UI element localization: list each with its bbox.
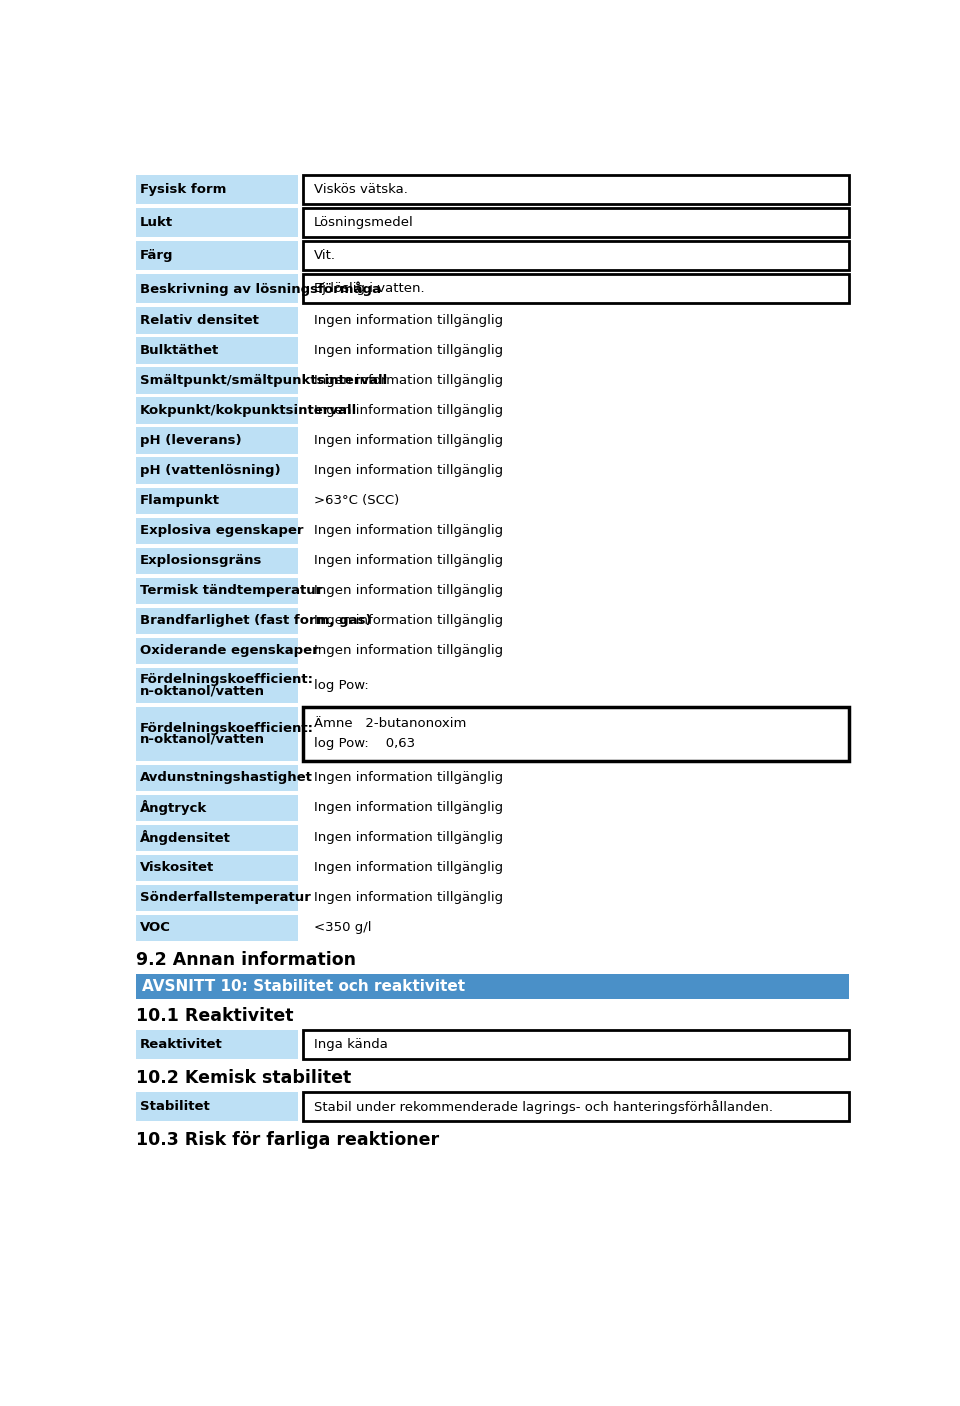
Text: n-oktanol/vatten: n-oktanol/vatten <box>140 685 265 697</box>
Text: Ingen information tillgänglig: Ingen information tillgänglig <box>314 344 503 357</box>
Bar <box>135 457 299 484</box>
Text: Fysisk form: Fysisk form <box>140 183 227 195</box>
Text: Brandfarlighet (fast form, gas): Brandfarlighet (fast form, gas) <box>140 614 372 627</box>
Bar <box>135 1029 299 1059</box>
Bar <box>135 308 299 333</box>
Text: Färg: Färg <box>140 249 174 263</box>
Bar <box>303 274 849 304</box>
Text: <350 g/l: <350 g/l <box>314 921 372 935</box>
Bar <box>135 915 299 941</box>
Bar <box>135 765 299 792</box>
Text: log Pow:    0,63: log Pow: 0,63 <box>314 737 415 751</box>
Text: Ingen information tillgänglig: Ingen information tillgänglig <box>314 614 503 627</box>
Bar <box>303 208 849 238</box>
Bar <box>303 174 849 204</box>
Text: Oxiderande egenskaper: Oxiderande egenskaper <box>140 644 319 657</box>
Bar <box>135 855 299 882</box>
Bar <box>135 367 299 394</box>
Bar <box>135 884 299 911</box>
Text: Viskös vätska.: Viskös vätska. <box>314 183 408 195</box>
Text: Kokpunkt/kokpunktsintervall: Kokpunkt/kokpunktsintervall <box>140 404 357 418</box>
Bar <box>303 1092 849 1121</box>
Bar <box>135 578 299 603</box>
Text: Stabil under rekommenderade lagrings- och hanteringsförhållanden.: Stabil under rekommenderade lagrings- oc… <box>314 1099 773 1114</box>
Bar <box>135 240 299 270</box>
Text: pH (leverans): pH (leverans) <box>140 434 242 447</box>
Text: n-oktanol/vatten: n-oktanol/vatten <box>140 733 265 747</box>
Text: Ingen information tillgänglig: Ingen information tillgänglig <box>314 644 503 657</box>
Text: Vit.: Vit. <box>314 249 336 263</box>
Bar <box>135 174 299 204</box>
Text: Beskrivning av lösningsförmåga: Beskrivning av lösningsförmåga <box>140 281 381 297</box>
Bar <box>135 427 299 454</box>
Text: Ingen information tillgänglig: Ingen information tillgänglig <box>314 801 503 814</box>
Text: Fördelningskoefficient:: Fördelningskoefficient: <box>140 673 314 686</box>
Bar <box>135 974 849 998</box>
Bar <box>135 668 299 703</box>
Bar <box>135 607 299 634</box>
Text: Avdunstningshastighet: Avdunstningshastighet <box>140 772 313 785</box>
Text: Ingen information tillgänglig: Ingen information tillgänglig <box>314 374 503 387</box>
Bar <box>135 488 299 513</box>
Text: pH (vattenlösning): pH (vattenlösning) <box>140 464 280 477</box>
Bar <box>135 1092 299 1121</box>
Text: Reaktivitet: Reaktivitet <box>140 1038 223 1050</box>
Text: Explosiva egenskaper: Explosiva egenskaper <box>140 524 303 537</box>
Text: Relativ densitet: Relativ densitet <box>140 314 259 328</box>
Text: 10.3 Risk för farliga reaktioner: 10.3 Risk för farliga reaktioner <box>135 1132 439 1150</box>
Text: Ämne   2-butanonoxim: Ämne 2-butanonoxim <box>314 717 467 730</box>
Text: Fördelningskoefficient:: Fördelningskoefficient: <box>140 721 314 735</box>
Text: Smältpunkt/smältpunktsintervall: Smältpunkt/smältpunktsintervall <box>140 374 388 387</box>
Text: Ingen information tillgänglig: Ingen information tillgänglig <box>314 464 503 477</box>
Bar <box>135 208 299 238</box>
Text: Ingen information tillgänglig: Ingen information tillgänglig <box>314 524 503 537</box>
Text: Termisk tändtemperatur: Termisk tändtemperatur <box>140 583 323 598</box>
Bar <box>135 638 299 664</box>
Text: Ingen information tillgänglig: Ingen information tillgänglig <box>314 554 503 567</box>
Text: Explosionsgräns: Explosionsgräns <box>140 554 262 567</box>
Text: Ingen information tillgänglig: Ingen information tillgänglig <box>314 772 503 785</box>
Bar <box>135 517 299 544</box>
Text: Inga kända: Inga kända <box>314 1038 388 1050</box>
Bar <box>303 707 849 761</box>
Bar <box>135 274 299 304</box>
Text: Viskositet: Viskositet <box>140 862 214 875</box>
Text: Ingen information tillgänglig: Ingen information tillgänglig <box>314 314 503 328</box>
Bar <box>135 707 299 761</box>
Bar <box>135 398 299 423</box>
Text: VOC: VOC <box>140 921 171 935</box>
Text: Ångdensitet: Ångdensitet <box>140 831 231 845</box>
Text: Ingen information tillgänglig: Ingen information tillgänglig <box>314 862 503 875</box>
Text: Ångtryck: Ångtryck <box>140 800 207 815</box>
Text: log Pow:: log Pow: <box>314 679 369 692</box>
Text: Stabilitet: Stabilitet <box>140 1099 210 1114</box>
Text: Ingen information tillgänglig: Ingen information tillgänglig <box>314 583 503 598</box>
Bar <box>303 1029 849 1059</box>
Text: 10.1 Reaktivitet: 10.1 Reaktivitet <box>135 1007 293 1025</box>
Bar <box>135 547 299 574</box>
Text: Ingen information tillgänglig: Ingen information tillgänglig <box>314 434 503 447</box>
Bar <box>135 337 299 364</box>
Text: Lukt: Lukt <box>140 217 173 229</box>
Text: Lösningsmedel: Lösningsmedel <box>314 217 414 229</box>
Text: Ej löslig i vatten.: Ej löslig i vatten. <box>314 283 424 295</box>
Text: AVSNITT 10: Stabilitet och reaktivitet: AVSNITT 10: Stabilitet och reaktivitet <box>142 979 465 994</box>
Text: Flampunkt: Flampunkt <box>140 494 220 508</box>
Text: >63°C (SCC): >63°C (SCC) <box>314 494 399 508</box>
Text: Ingen information tillgänglig: Ingen information tillgänglig <box>314 404 503 418</box>
Text: Bulktäthet: Bulktäthet <box>140 344 220 357</box>
Bar <box>303 240 849 270</box>
Bar <box>135 794 299 821</box>
Text: 10.2 Kemisk stabilitet: 10.2 Kemisk stabilitet <box>135 1069 350 1087</box>
Text: 9.2 Annan information: 9.2 Annan information <box>135 952 355 969</box>
Text: Ingen information tillgänglig: Ingen information tillgänglig <box>314 891 503 904</box>
Bar <box>135 825 299 851</box>
Text: Ingen information tillgänglig: Ingen information tillgänglig <box>314 831 503 845</box>
Text: Sönderfallstemperatur: Sönderfallstemperatur <box>140 891 311 904</box>
